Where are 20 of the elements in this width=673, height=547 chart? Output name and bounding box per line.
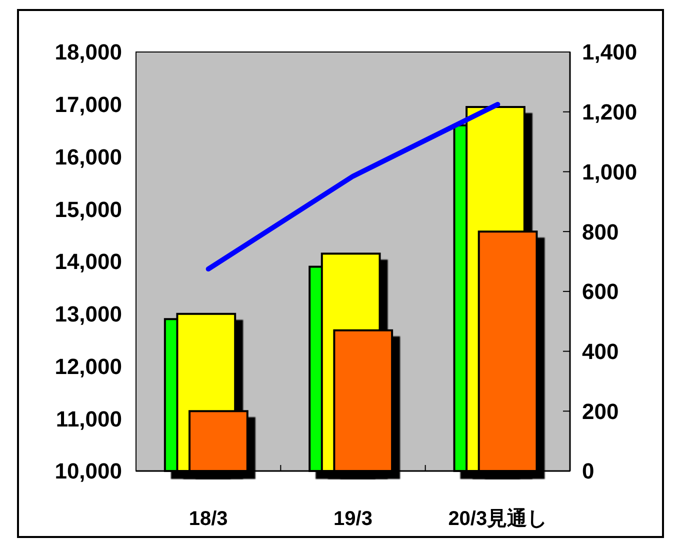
y2-tick-label: 1,200 [582,100,638,125]
y-tick-label: 11,000 [56,406,122,432]
y-tick-label: 13,000 [54,302,122,327]
y-tick-label: 16,000 [54,144,122,170]
y2-tick-label: 0 [582,458,594,484]
y-tick-label: 10,000 [54,458,122,484]
y-tick-label: 15,000 [54,196,122,222]
y-tick-label: 17,000 [54,92,122,118]
y2-tick-label: 200 [582,398,619,424]
y-tick-label: 12,000 [54,354,122,379]
x-tick-label: 18/3 [188,508,228,530]
y2-tick-label: 800 [582,219,619,244]
y2-tick-label: 1,400 [582,40,638,65]
x-tick-label: 19/3 [334,508,372,530]
y2-tick-label: 1,000 [582,159,638,184]
x-tick-label: 20/3見通し [448,507,548,530]
y-tick-label: 14,000 [54,249,122,274]
y2-tick-label: 400 [582,338,619,364]
y-tick-label: 18,000 [54,40,122,65]
y2-tick-label: 600 [582,279,619,304]
